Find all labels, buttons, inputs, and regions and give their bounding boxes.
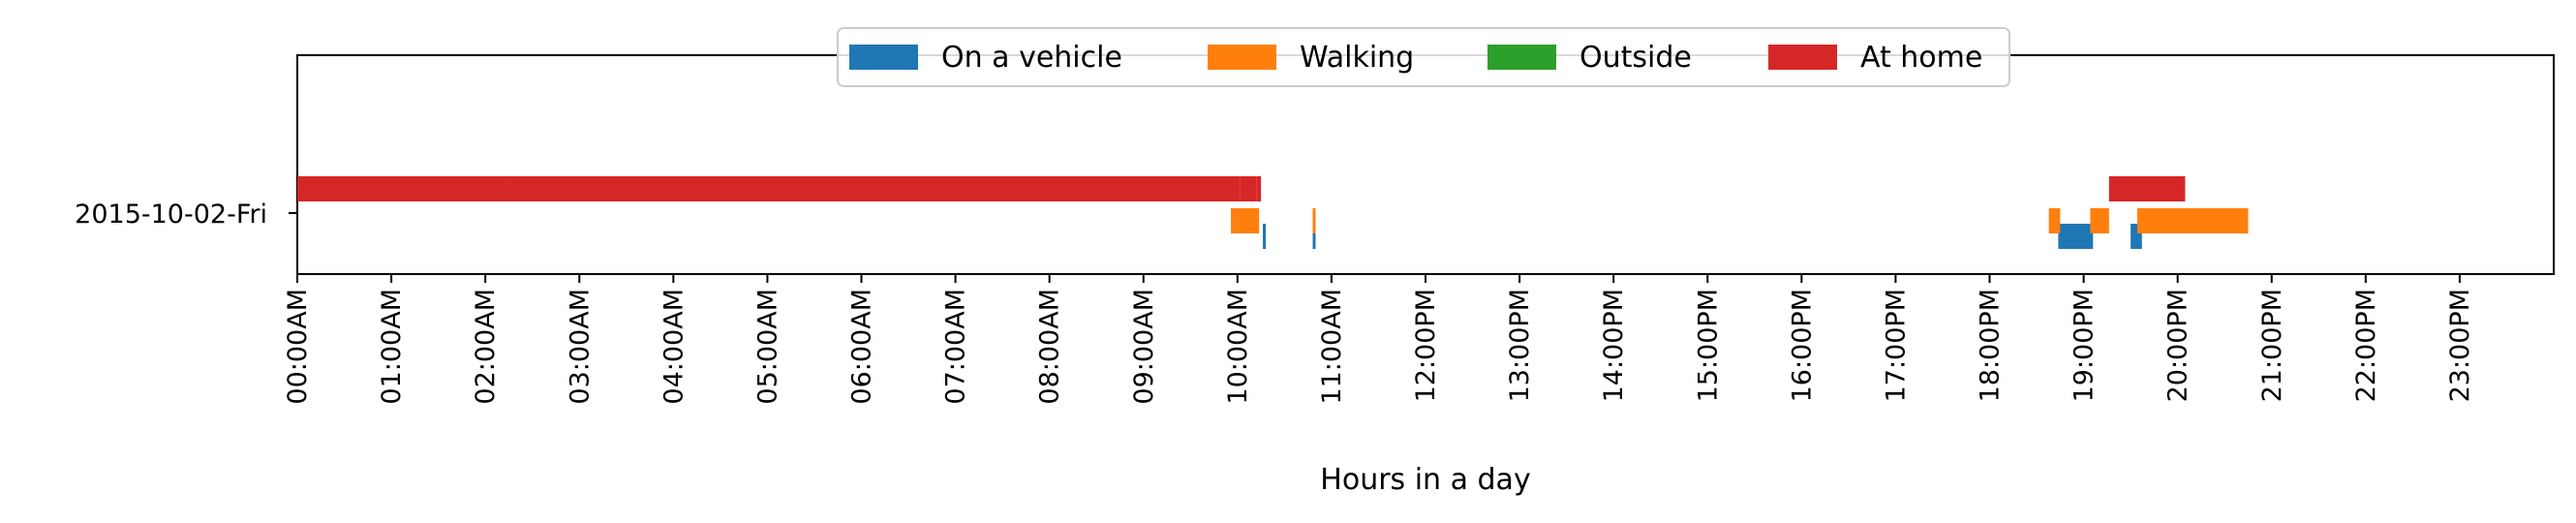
x-tick-label: 00:00AM	[283, 289, 313, 405]
interval-bar	[2136, 208, 2249, 233]
x-tick-label: 14:00PM	[1599, 289, 1629, 402]
interval-bar	[1312, 208, 1316, 233]
interval-bar	[506, 176, 1241, 201]
legend-label: Walking	[1300, 41, 1414, 75]
x-tick-label: 01:00AM	[377, 289, 407, 405]
interval-bar	[2048, 208, 2061, 233]
legend-label: At home	[1860, 41, 1982, 75]
x-tick-label: 16:00PM	[1787, 289, 1817, 402]
x-tick-label: 15:00PM	[1693, 289, 1723, 402]
x-tick-label: 23:00PM	[2445, 289, 2475, 402]
legend-swatch	[849, 45, 918, 70]
x-tick-label: 17:00PM	[1881, 289, 1911, 402]
interval-bar	[1263, 224, 1267, 249]
x-axis: 00:00AM 01:00AM 02:00AM 03:00AM 04:00AM 05:00…	[283, 274, 2475, 405]
plot-frame	[296, 54, 2555, 275]
interval-bar	[1312, 224, 1316, 249]
chart-bars	[297, 176, 2249, 249]
interval-bar	[297, 176, 506, 201]
interval-bar	[1256, 176, 1262, 201]
x-axis-title: Hours in a day	[1320, 463, 1530, 497]
legend-label: On a vehicle	[941, 41, 1122, 75]
legend: On a vehicle Walking Outside At home	[837, 27, 2010, 87]
x-tick-label: 06:00AM	[847, 289, 877, 405]
x-tick-label: 09:00AM	[1129, 289, 1159, 405]
x-tick-label: 20:00PM	[2163, 289, 2193, 402]
x-tick-label: 03:00AM	[565, 289, 595, 405]
x-tick-label: 12:00PM	[1411, 289, 1441, 402]
x-tick-label: 02:00AM	[471, 289, 501, 405]
interval-bar	[2108, 176, 2186, 201]
x-tick-label: 07:00AM	[941, 289, 971, 405]
legend-swatch	[1768, 45, 1837, 70]
legend-label: Outside	[1579, 41, 1692, 75]
x-tick-label: 21:00PM	[2257, 289, 2287, 402]
legend-swatch	[1487, 45, 1556, 70]
x-tick-label: 04:00AM	[659, 289, 689, 405]
y-axis: 2015-10-02-Fri	[75, 200, 297, 230]
x-tick-label: 08:00AM	[1035, 289, 1065, 405]
interval-bar	[1240, 176, 1257, 201]
y-tick-label: 2015-10-02-Fri	[75, 200, 267, 230]
x-tick-label: 22:00PM	[2351, 289, 2381, 402]
interval-bar	[2058, 224, 2094, 249]
x-tick-label: 13:00PM	[1505, 289, 1535, 402]
interval-bar	[1231, 208, 1260, 233]
x-tick-label: 10:00AM	[1223, 289, 1253, 405]
x-tick-label: 19:00PM	[2070, 289, 2100, 402]
x-tick-label: 18:00PM	[1976, 289, 2006, 402]
x-tick-label: 11:00AM	[1317, 289, 1347, 405]
interval-bar	[2131, 224, 2142, 249]
legend-swatch	[1208, 45, 1276, 70]
x-tick-label: 05:00AM	[752, 289, 782, 405]
legend-frame	[837, 27, 2010, 87]
interval-bar	[2090, 208, 2109, 233]
